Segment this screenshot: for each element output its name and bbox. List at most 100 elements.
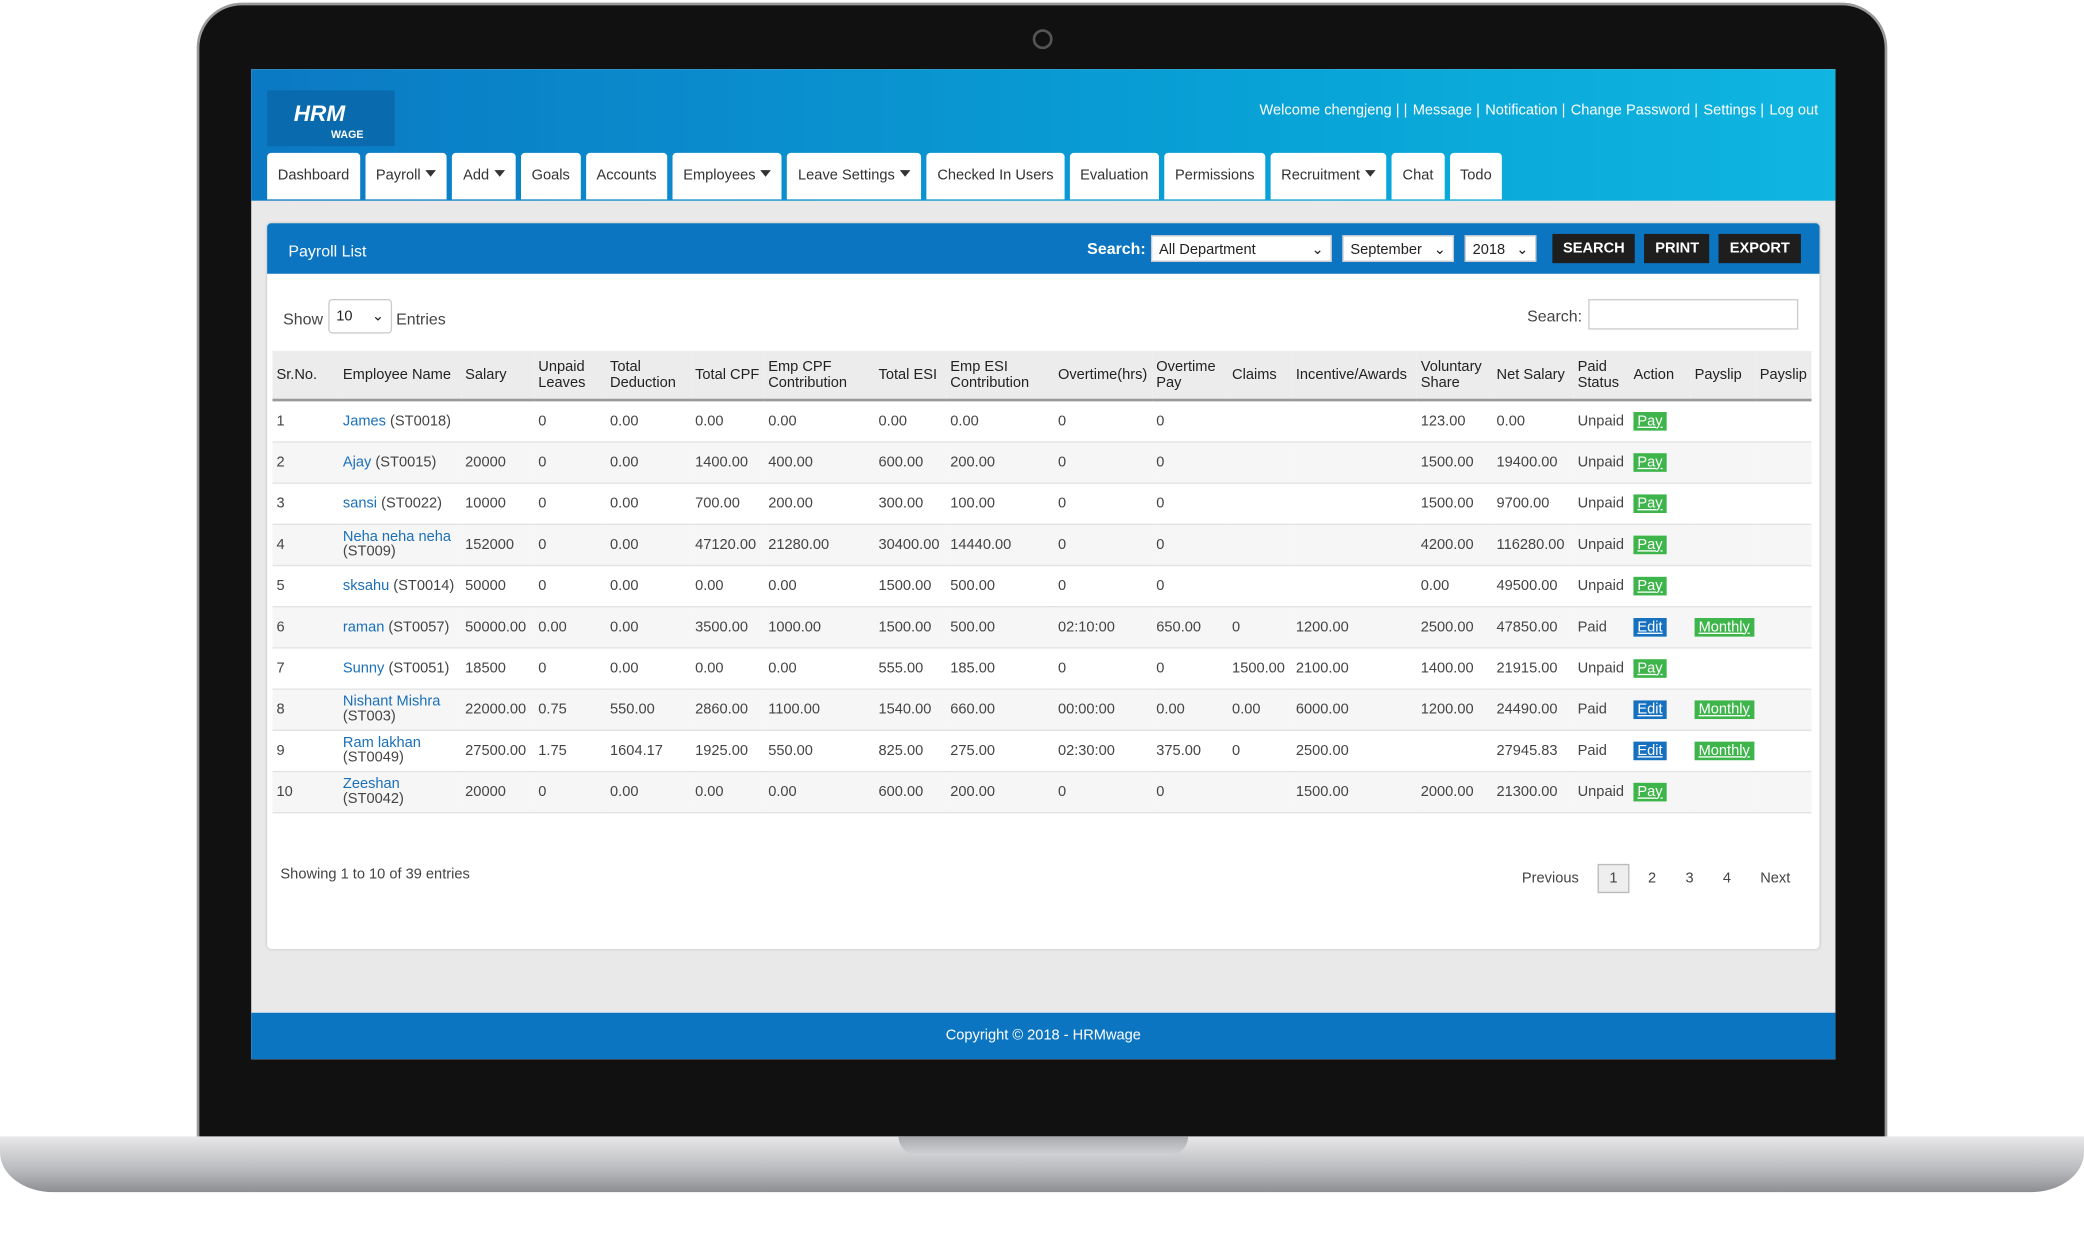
row-action[interactable]: Pay [1633,493,1667,513]
employee-name[interactable]: Sunny [342,659,385,676]
page-link[interactable]: Previous [1521,870,1579,887]
cell-text: 0 [1057,453,1067,470]
page-link[interactable]: 1 [1597,863,1630,894]
table-cell: 10 [272,771,339,814]
nav-tab[interactable]: Payroll [365,152,448,200]
table-cell: 2860.00 [691,689,765,731]
cell-text: 9 [276,742,285,759]
laptop-notch [898,1136,1189,1155]
table-cell: 0.75 [534,689,607,731]
employee-name[interactable]: Ram lakhan [342,734,421,751]
row-action[interactable]: Pay [1633,576,1667,595]
table-cell: 27500.00 [461,730,535,773]
row-action[interactable]: Monthly [1694,740,1754,760]
employee-name[interactable]: Neha neha neha [342,528,452,545]
table-cell: sksahu (ST0014) [338,565,462,608]
nav-tab[interactable]: Checked In Users [926,152,1065,200]
page-link[interactable]: 3 [1685,870,1694,887]
nav-tab[interactable]: Todo [1449,152,1503,200]
table-cell: Pay [1629,647,1691,690]
row-action[interactable]: Pay [1633,452,1667,472]
employee-name[interactable]: sksahu [342,577,390,594]
action-button[interactable]: EXPORT [1719,233,1801,264]
employee-name[interactable]: sansi [342,495,378,512]
screen: HRM WAGE Welcome chengjeng | | Message | N… [251,69,1836,1060]
table-cell: 0 [534,441,607,484]
month-select[interactable]: September ⌄ [1342,235,1455,262]
page-link[interactable]: Next [1760,870,1791,887]
row-action[interactable]: Pay [1633,658,1667,678]
entries-select[interactable]: 10 ⌄ [328,299,393,334]
nav-tab[interactable]: Add [452,152,516,200]
cell-text: 0.00 [695,577,724,594]
cell-text: 100.00 [950,495,996,512]
show-label: Show [283,309,324,329]
logo-text: HRM [293,101,346,127]
page-link[interactable]: 4 [1722,870,1731,887]
table-cell: 650.00 [1152,606,1229,649]
action-button[interactable]: PRINT [1644,233,1710,264]
column-header: Total ESI [874,350,947,402]
cell-text: 47120.00 [695,536,757,553]
nav-tab[interactable]: Chat [1391,152,1445,200]
table-cell: 200.00 [946,771,1054,814]
table-cell [461,400,535,443]
cell-text: 27945.83 [1496,742,1558,759]
cell-text: Unpaid [1577,577,1624,594]
month: September [1350,241,1422,258]
table-cell: 100.00 [946,483,1054,525]
table-cell [1755,730,1812,773]
table-cell: Pay [1629,441,1691,484]
employee-name[interactable]: James [342,412,386,429]
table-cell: 0.00 [606,606,692,649]
row-action[interactable]: Pay [1633,534,1667,554]
row-action[interactable]: Monthly [1694,699,1754,719]
table-cell: Unpaid [1573,441,1630,484]
table-cell: 660.00 [946,689,1054,731]
employee-name[interactable]: Zeeshan [342,776,400,793]
top-link[interactable]: Settings | [1703,102,1765,119]
cell-text: 1000.00 [768,618,822,635]
table-cell [1755,441,1812,484]
employee-code: (ST003) [342,708,396,725]
employee-name[interactable]: raman [342,618,385,635]
nav-tab[interactable]: Permissions [1164,152,1266,200]
action-button[interactable]: SEARCH [1552,233,1636,264]
cell-text: 0.00 [1156,701,1185,718]
year-select[interactable]: 2018 ⌄ [1464,235,1537,262]
row-action[interactable]: Pay [1633,782,1667,801]
top-link[interactable]: Message | [1412,102,1480,119]
filter-input[interactable] [1588,299,1799,330]
table-cell: 50000.00 [461,606,535,649]
row-action[interactable]: Monthly [1694,617,1754,636]
row-action[interactable]: Edit [1633,699,1667,719]
row-action[interactable]: Edit [1633,617,1667,636]
cell-text: 0.00 [1496,412,1526,429]
nav-tab[interactable]: Leave Settings [787,152,922,200]
table-cell: 47120.00 [691,524,765,567]
column-header: Payslip [1755,350,1812,402]
employee-code: (ST0049) [342,749,404,766]
table-row: 2 Ajay (ST0015) 20000 0 0.00 1400.00 400.00 600… [272,441,1812,484]
department-select[interactable]: All Department ⌄ [1150,235,1332,262]
column-header: Paid Status [1573,350,1630,402]
nav-tab[interactable]: Recruitment [1270,152,1387,200]
nav-tab[interactable]: Accounts [585,152,668,200]
page-link[interactable]: 2 [1648,870,1657,887]
top-link[interactable]: Notification | [1485,102,1566,119]
row-action[interactable]: Edit [1633,740,1667,760]
nav-tab[interactable]: Evaluation [1069,152,1160,200]
employee-name[interactable]: Nishant Mishra [342,693,441,710]
table-cell: 0.00 [606,771,692,814]
row-action[interactable]: Pay [1633,411,1667,430]
cell-text: 47850.00 [1496,618,1558,635]
table-cell: 20000 [461,441,535,484]
nav-tab[interactable]: Dashboard [267,152,360,200]
top-link[interactable]: Change Password | [1570,102,1699,119]
logo[interactable]: HRM WAGE [267,90,395,147]
nav-tab[interactable]: Goals [521,152,581,200]
nav-tab[interactable]: Employees [672,152,783,200]
employee-name[interactable]: Ajay [342,453,372,470]
top-link[interactable]: Log out [1769,102,1819,119]
